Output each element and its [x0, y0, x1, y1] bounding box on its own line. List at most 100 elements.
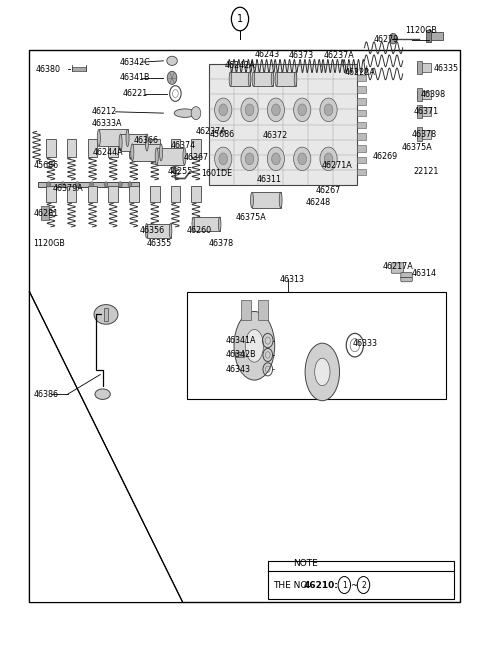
Ellipse shape [218, 217, 221, 231]
Ellipse shape [315, 358, 330, 386]
Text: 46248: 46248 [306, 198, 331, 206]
Text: 46222A: 46222A [344, 68, 375, 77]
Circle shape [267, 147, 285, 171]
Text: 46373: 46373 [289, 51, 314, 60]
Text: 46342C: 46342C [120, 58, 150, 67]
Bar [357, 134, 366, 140]
Circle shape [215, 147, 232, 171]
Bar [46, 186, 56, 202]
Bar [357, 86, 366, 93]
Text: 46366: 46366 [134, 136, 159, 145]
Bar [230, 72, 250, 86]
Text: 46333A: 46333A [92, 119, 122, 128]
Bar [357, 122, 366, 128]
Bar [235, 352, 244, 357]
Text: 46341B: 46341B [120, 73, 150, 83]
Text: 46379A: 46379A [52, 185, 83, 193]
Text: 46269: 46269 [373, 152, 398, 160]
Ellipse shape [252, 72, 255, 86]
Circle shape [389, 33, 397, 44]
Bar [357, 145, 366, 152]
Bar [357, 75, 366, 81]
Circle shape [272, 153, 280, 165]
Text: 1: 1 [237, 14, 243, 24]
Ellipse shape [271, 72, 274, 86]
Circle shape [267, 98, 285, 122]
Circle shape [90, 181, 94, 187]
Ellipse shape [131, 144, 134, 161]
Circle shape [320, 147, 337, 171]
Ellipse shape [94, 305, 118, 324]
Bar [357, 157, 366, 164]
Circle shape [320, 98, 337, 122]
Circle shape [61, 181, 65, 187]
Text: 46212: 46212 [92, 107, 117, 117]
Text: 46335: 46335 [434, 64, 459, 73]
Ellipse shape [279, 192, 282, 208]
Circle shape [294, 147, 311, 171]
Ellipse shape [95, 389, 110, 400]
Text: 46243: 46243 [254, 50, 279, 59]
FancyBboxPatch shape [391, 263, 404, 273]
Bar [99, 130, 128, 147]
Text: 46378: 46378 [411, 130, 436, 138]
Ellipse shape [145, 134, 148, 151]
Bar [150, 139, 159, 157]
Text: 46244A: 46244A [93, 148, 123, 157]
Text: 46281: 46281 [33, 209, 59, 218]
Ellipse shape [97, 130, 100, 147]
Circle shape [357, 576, 370, 593]
Ellipse shape [169, 223, 172, 238]
Bar [241, 300, 251, 320]
Text: 1601DE: 1601DE [201, 170, 232, 178]
Text: 1120GB: 1120GB [33, 239, 65, 248]
Bar [170, 139, 180, 157]
Text: 46355: 46355 [147, 239, 172, 248]
Bar [108, 139, 118, 157]
Circle shape [245, 104, 254, 116]
Circle shape [231, 7, 249, 31]
FancyBboxPatch shape [401, 272, 412, 282]
Bar [67, 139, 76, 157]
Circle shape [119, 181, 122, 187]
Bar [29, 50, 460, 602]
Bar [258, 300, 268, 320]
Text: 46237A: 46237A [196, 127, 227, 136]
Circle shape [324, 104, 333, 116]
Text: THE NO: THE NO [274, 580, 308, 590]
Circle shape [298, 104, 307, 116]
Bar [191, 139, 201, 157]
Text: 46279: 46279 [374, 35, 399, 45]
Ellipse shape [234, 312, 275, 380]
Bar [426, 30, 432, 42]
Circle shape [272, 104, 280, 116]
Ellipse shape [167, 56, 177, 66]
Bar [108, 186, 118, 202]
Bar [417, 64, 432, 72]
Ellipse shape [119, 134, 122, 151]
Text: 46371: 46371 [414, 107, 439, 116]
Text: 46221: 46221 [123, 89, 148, 98]
Bar [129, 186, 139, 202]
Ellipse shape [174, 109, 196, 117]
Circle shape [215, 98, 232, 122]
Text: 46398: 46398 [421, 90, 446, 100]
Text: 46378: 46378 [209, 239, 234, 248]
Bar [72, 67, 86, 71]
Circle shape [338, 576, 350, 593]
Text: 46267: 46267 [316, 186, 341, 195]
Text: 46242A: 46242A [225, 61, 255, 70]
Bar [417, 128, 422, 141]
Bar [129, 139, 139, 157]
Circle shape [128, 181, 132, 187]
Bar [417, 105, 422, 118]
Bar [252, 192, 281, 208]
Text: 46311: 46311 [257, 176, 282, 184]
Text: 46341A: 46341A [226, 336, 256, 345]
Text: 46255: 46255 [167, 168, 192, 176]
Circle shape [241, 147, 258, 171]
Bar [46, 139, 56, 157]
Circle shape [241, 98, 258, 122]
Bar [191, 186, 201, 202]
Ellipse shape [159, 144, 163, 161]
